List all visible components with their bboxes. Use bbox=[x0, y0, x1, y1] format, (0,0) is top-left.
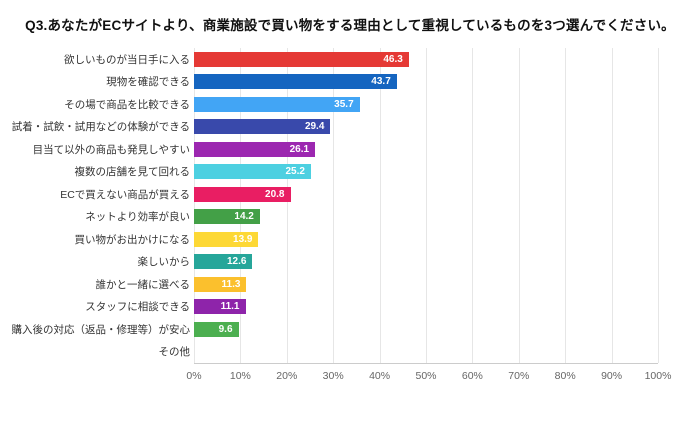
bar-value-label: 26.1 bbox=[289, 143, 310, 155]
category-label: 楽しいから bbox=[137, 256, 191, 269]
bar[interactable]: 25.2 bbox=[194, 164, 311, 180]
category-label: 現物を確認できる bbox=[106, 76, 190, 89]
bar[interactable]: 29.4 bbox=[194, 119, 331, 135]
category-label: その他 bbox=[158, 346, 191, 359]
gridline bbox=[194, 48, 195, 363]
x-tick-label: 20% bbox=[276, 370, 298, 382]
x-tick-label: 40% bbox=[369, 370, 391, 382]
bar[interactable]: 20.8 bbox=[194, 186, 291, 202]
chart-area: 欲しいものが当日手に入る現物を確認できるその場で商品を比較できる試着・試飲・試用… bbox=[8, 48, 659, 364]
category-axis: 欲しいものが当日手に入る現物を確認できるその場で商品を比較できる試着・試飲・試用… bbox=[8, 48, 191, 364]
category-label: ECで買えない商品が買える bbox=[60, 188, 190, 201]
bar-row: 46.3 bbox=[194, 48, 658, 71]
gridline bbox=[426, 48, 427, 363]
bar-value-label: 25.2 bbox=[285, 166, 305, 178]
bar-row: 12.6 bbox=[194, 251, 658, 274]
category-label: ネットより効率が良い bbox=[85, 211, 190, 224]
bar-row: 11.3 bbox=[194, 273, 658, 296]
category-label: 複数の店舗を見て回れる bbox=[74, 166, 191, 179]
bar-value-label: 12.6 bbox=[226, 256, 247, 268]
bar-row: 29.4 bbox=[194, 116, 658, 139]
bar-value-label: 29.4 bbox=[304, 121, 325, 133]
gridline bbox=[240, 48, 242, 363]
x-tick-label: 90% bbox=[601, 370, 623, 382]
bar-value-label: 11.3 bbox=[221, 278, 241, 290]
bar[interactable]: 26.1 bbox=[194, 141, 316, 157]
gridline bbox=[611, 48, 613, 363]
gridline bbox=[472, 48, 474, 363]
category-label: 欲しいものが当日手に入る bbox=[64, 53, 190, 66]
bar[interactable]: 9.6 bbox=[194, 321, 239, 337]
category-label: スタッフに相談できる bbox=[85, 301, 190, 314]
category-label: 目当て以外の商品も発見しやすい bbox=[32, 143, 190, 156]
gridline bbox=[286, 48, 288, 363]
bar-value-label: 11.1 bbox=[220, 301, 240, 313]
bar-value-label: 9.6 bbox=[218, 323, 233, 335]
x-tick-label: 70% bbox=[508, 370, 530, 382]
bar-value-label: 20.8 bbox=[265, 188, 285, 200]
bar[interactable]: 46.3 bbox=[194, 51, 409, 67]
bar[interactable]: 12.6 bbox=[194, 254, 253, 270]
bar-row: 25.2 bbox=[194, 161, 658, 184]
bar-value-label: 35.7 bbox=[334, 98, 354, 110]
bar[interactable]: 14.2 bbox=[194, 209, 260, 225]
bar[interactable]: 11.1 bbox=[194, 299, 246, 315]
gridline bbox=[658, 48, 659, 363]
bar-value-label: 13.9 bbox=[233, 233, 253, 245]
category-label: 試着・試飲・試用などの体験ができる bbox=[11, 121, 190, 134]
x-axis: 0% 10% 20% 30% 40% 50% 60% 70% 80% 90% 100% bbox=[8, 364, 671, 384]
gridline bbox=[565, 48, 567, 363]
gridline bbox=[379, 48, 381, 363]
bar-value-label: 14.2 bbox=[234, 211, 254, 223]
bar-series: 46.3 43.7 35.7 29.4 26.1 25.2 20.8 14.2 13.9 12.6… bbox=[194, 48, 658, 363]
x-tick-label: 60% bbox=[461, 370, 483, 382]
category-label: 誰かと一緒に選べる bbox=[95, 278, 191, 291]
category-label: 購入後の対応（返品・修理等）が安心 bbox=[11, 323, 191, 336]
bar-row bbox=[194, 341, 658, 364]
x-tick-label: 100% bbox=[644, 370, 672, 382]
gridline bbox=[518, 48, 520, 363]
plot-area: 46.3 43.7 35.7 29.4 26.1 25.2 20.8 14.2 13.9 12.6… bbox=[194, 48, 659, 364]
chart-title: Q3.あなたがECサイトより、商業施設で買い物をする理由として重視しているものを… bbox=[25, 18, 675, 33]
bar-value-label: 43.7 bbox=[371, 76, 391, 88]
x-tick-label: 30% bbox=[322, 370, 344, 382]
bar-row: 43.7 bbox=[194, 71, 658, 94]
gridline bbox=[333, 48, 335, 363]
x-axis-ticks: 0% 10% 20% 30% 40% 50% 60% 70% 80% 90% 100% bbox=[186, 364, 671, 384]
x-tick-label: 10% bbox=[229, 370, 251, 382]
gridlines bbox=[194, 48, 659, 363]
bar-row: 14.2 bbox=[194, 206, 658, 229]
category-label: 買い物がお出かけになる bbox=[74, 233, 191, 246]
bar[interactable]: 13.9 bbox=[194, 231, 259, 247]
x-tick-label: 0% bbox=[186, 370, 202, 382]
bar[interactable]: 43.7 bbox=[194, 74, 397, 90]
bar-row: 11.1 bbox=[194, 296, 658, 319]
x-tick-label: 80% bbox=[554, 370, 576, 382]
x-axis-spacer bbox=[8, 364, 190, 384]
category-label: その場で商品を比較できる bbox=[64, 98, 190, 111]
bar[interactable]: 35.7 bbox=[194, 96, 360, 112]
bar[interactable]: 11.3 bbox=[194, 276, 247, 292]
bar-value-label: 46.3 bbox=[383, 53, 403, 65]
bar-row: 13.9 bbox=[194, 228, 658, 251]
bar-row: 35.7 bbox=[194, 93, 658, 116]
bar-row: 9.6 bbox=[194, 318, 658, 341]
bar-row: 20.8 bbox=[194, 183, 658, 206]
bar-row: 26.1 bbox=[194, 138, 658, 161]
x-tick-label: 50% bbox=[415, 370, 437, 382]
